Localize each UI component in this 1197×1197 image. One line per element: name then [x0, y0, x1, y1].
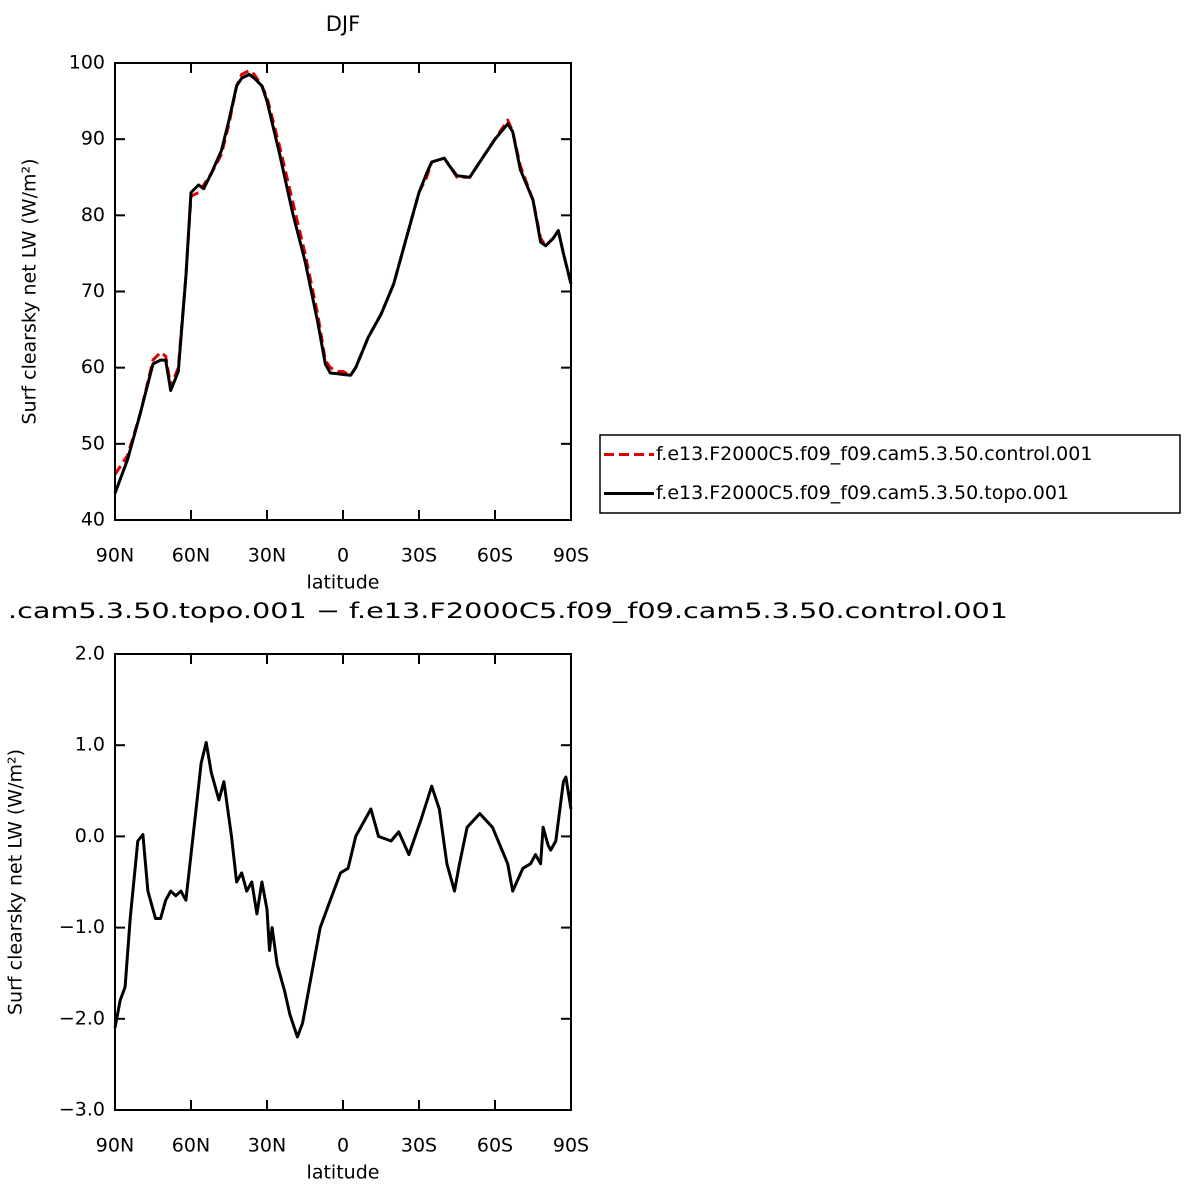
- x-tick-label: 90S: [553, 545, 589, 567]
- x-tick-label: 90N: [96, 1135, 134, 1157]
- x-tick-label: 60N: [172, 545, 210, 567]
- chart-title: .cam5.3.50.topo.001 − f.e13.F2000C5.f09_…: [8, 599, 1008, 624]
- y-tick-label: 90: [81, 128, 105, 150]
- y-tick-label: −2.0: [59, 1007, 105, 1029]
- legend-label: f.e13.F2000C5.f09_f09.cam5.3.50.topo.001: [656, 482, 1069, 504]
- data-line: [113, 72, 573, 494]
- legend-box: [599, 434, 1181, 514]
- y-axis-label: Surf clearsky net LW (W/m²): [19, 158, 41, 424]
- y-tick-label: 40: [81, 509, 105, 531]
- x-tick-label: 30N: [248, 1135, 286, 1157]
- x-axis-label: latitude: [307, 572, 380, 594]
- x-tick-label: 30S: [401, 545, 437, 567]
- y-tick-label: 50: [81, 432, 105, 454]
- y-axis-label: Surf clearsky net LW (W/m²): [5, 749, 27, 1015]
- x-tick-label: 60N: [172, 1135, 210, 1157]
- legend-label: f.e13.F2000C5.f09_f09.cam5.3.50.control.…: [656, 443, 1092, 465]
- y-tick-label: −1.0: [59, 916, 105, 938]
- data-line: [113, 741, 573, 1039]
- x-tick-label: 30S: [401, 1135, 437, 1157]
- x-tick-label: 90N: [96, 545, 134, 567]
- y-tick-label: 70: [81, 280, 105, 302]
- x-tick-label: 30N: [248, 545, 286, 567]
- x-tick-label: 0: [337, 545, 349, 567]
- y-tick-label: 2.0: [75, 643, 105, 665]
- x-axis-label: latitude: [307, 1162, 380, 1184]
- x-tick-label: 0: [337, 1135, 349, 1157]
- y-tick-label: −3.0: [59, 1099, 105, 1121]
- x-tick-label: 60S: [477, 545, 513, 567]
- x-tick-label: 90S: [553, 1135, 589, 1157]
- y-tick-label: 60: [81, 356, 105, 378]
- chart-title: DJF: [326, 12, 360, 36]
- y-tick-label: 100: [69, 52, 105, 74]
- y-tick-label: 0.0: [75, 825, 105, 847]
- y-tick-label: 80: [81, 204, 105, 226]
- x-tick-label: 60S: [477, 1135, 513, 1157]
- y-tick-label: 1.0: [75, 734, 105, 756]
